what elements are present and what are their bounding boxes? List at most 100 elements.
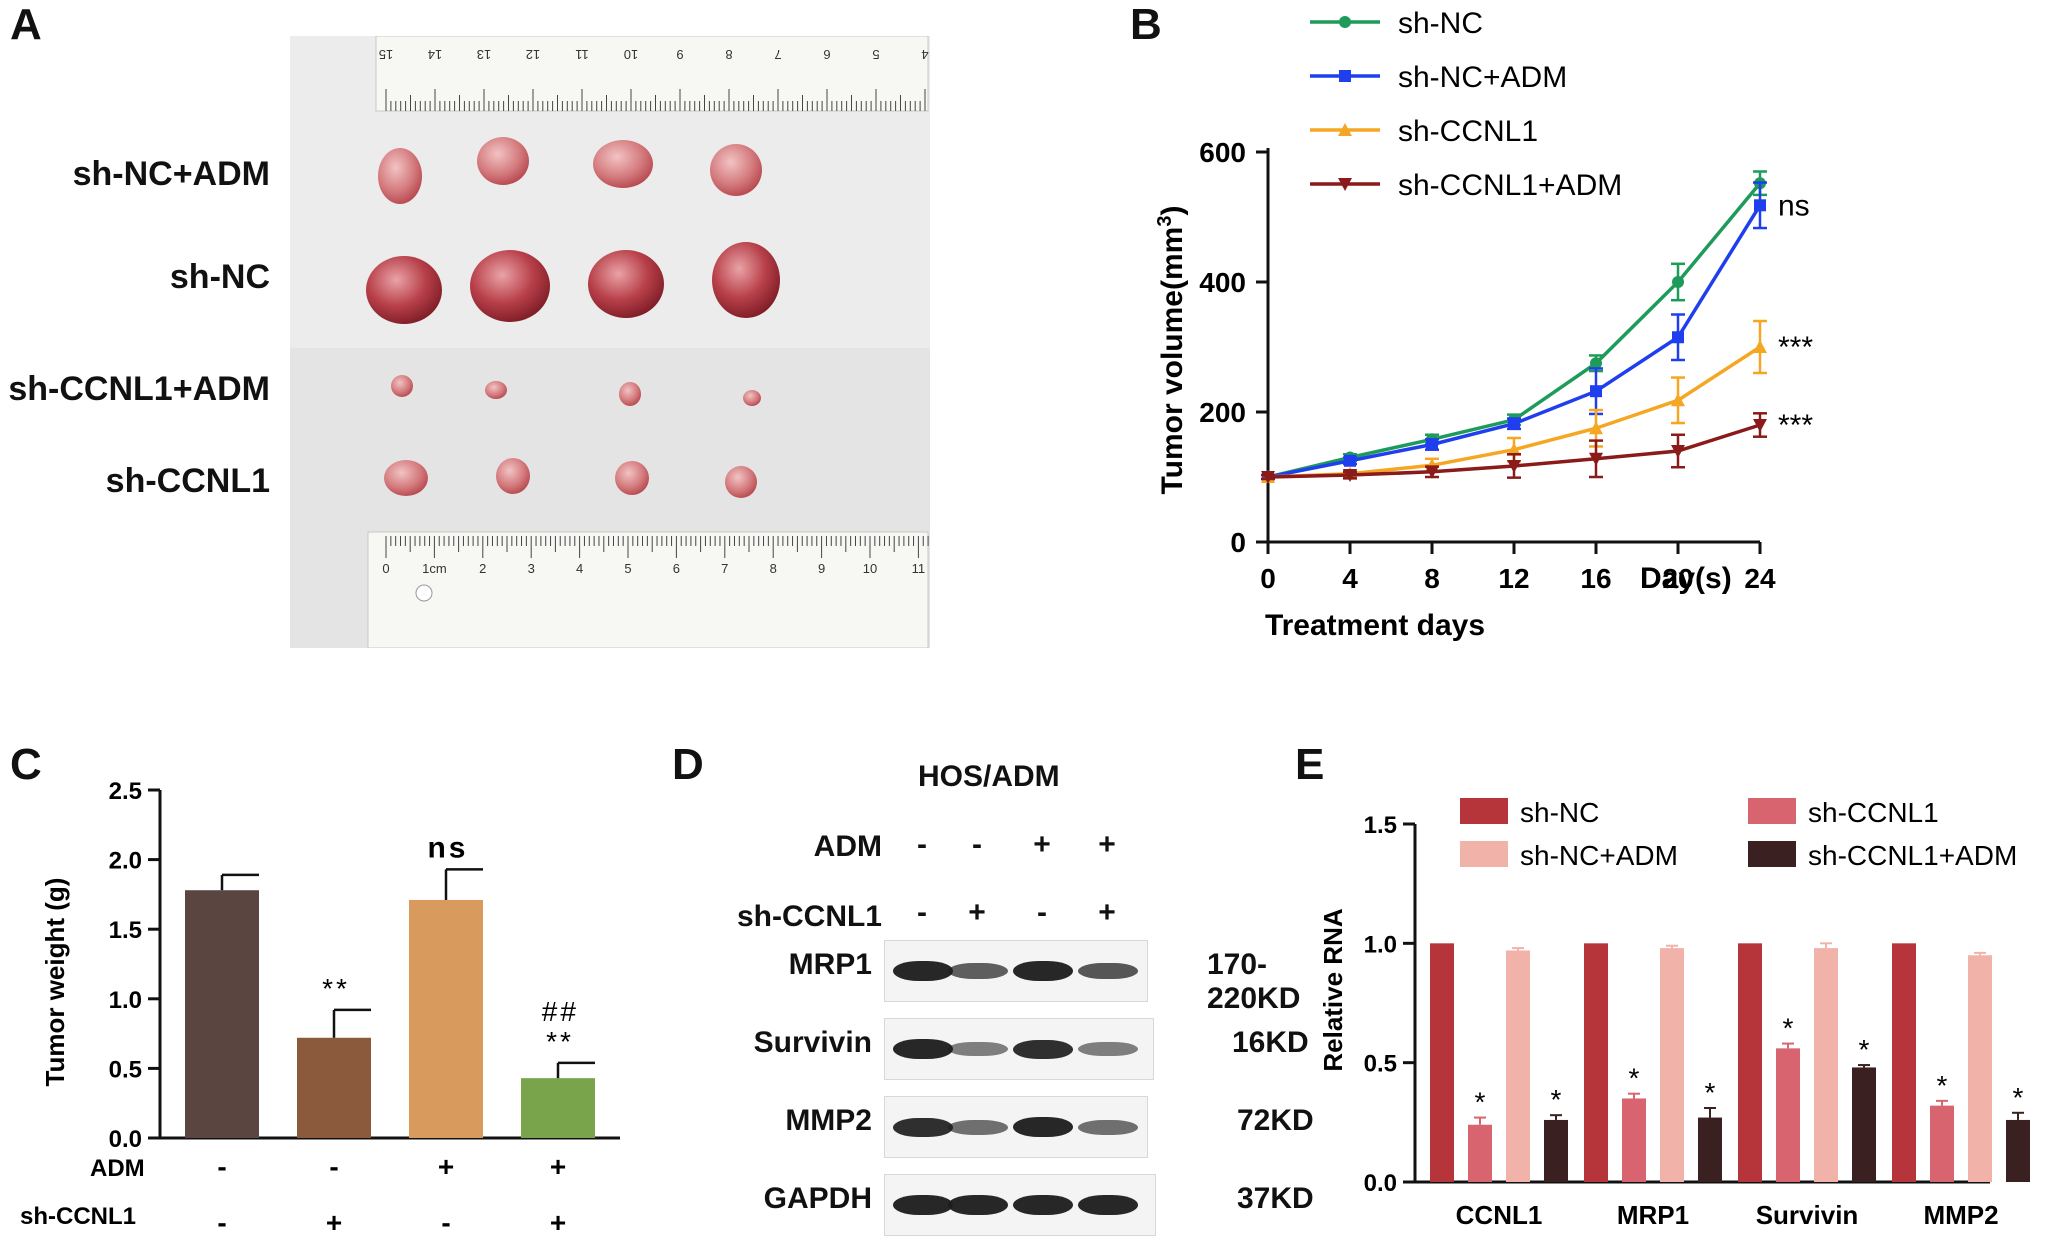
chart-b-point (1753, 340, 1767, 353)
chart-c-treatment-rows: ADM sh-CCNL1 - - - + + - + + (20, 1151, 566, 1238)
chart-e-bar (1544, 1119, 1568, 1182)
chart-b-point (1425, 465, 1439, 479)
chart-b-point (1671, 393, 1685, 407)
blot-size-label: 170-220KD (1207, 948, 1301, 1015)
blot-band (1078, 1042, 1138, 1056)
chart-e-star: * (1783, 1013, 1794, 1044)
chart-c-y-ticks: 0.0 0.5 1.0 1.5 2.0 2.5 (109, 778, 160, 1153)
chart-c-sh-ccnl1-sign: + (326, 1207, 342, 1238)
chart-e-y-tick-label: 0.5 (1364, 1051, 1397, 1078)
blot-band (893, 1195, 953, 1215)
chart-e-star: * (1705, 1077, 1716, 1108)
chart-c-adm-sign: - (217, 1151, 226, 1182)
chart-b-series-3 (1261, 412, 1767, 484)
ruler-bottom-label: 4 (576, 561, 583, 576)
chart-c-sh-ccnl1-sign: - (441, 1207, 450, 1238)
chart-b-legend-marker (1339, 70, 1351, 82)
chart-e-bar (1430, 943, 1454, 1182)
ruler-top-label: 5 (872, 47, 879, 62)
chart-e-bar (1660, 948, 1684, 1182)
chart-b-legend: sh-NC sh-NC+ADM sh-CCNL1 sh-CCNL1+ADM (1310, 7, 1622, 202)
blot-protein-label: Survivin (753, 1026, 872, 1059)
chart-e-bar (1968, 955, 1992, 1182)
chart-b-x-tick-label: 16 (1580, 563, 1611, 594)
chart-e-category-label: MRP1 (1617, 1200, 1689, 1230)
chart-c-adm-sign: + (438, 1151, 454, 1182)
ruler-top-label: 8 (725, 47, 732, 62)
chart-e-y-tick-label: 1.5 (1364, 812, 1397, 839)
blot-protein-label: GAPDH (763, 1182, 872, 1215)
chart-c-row-label-adm: ADM (90, 1155, 145, 1182)
chart-b-axes (1266, 148, 1760, 544)
blot-title: HOS/ADM (918, 760, 1060, 793)
chart-b-legend-marker (1338, 178, 1352, 191)
tumors-sh-nc-adm (378, 137, 762, 204)
blot-strip (884, 1018, 1154, 1080)
chart-e-legend-label: sh-NC (1520, 797, 1599, 828)
ruler-bottom-label: 8 (770, 561, 777, 576)
chart-b-y-tick-label: 200 (1199, 397, 1246, 428)
chart-e-legend-swatch (1460, 841, 1508, 867)
chart-e-legend-swatch (1748, 841, 1796, 867)
ruler-bottom-label: 2 (479, 561, 486, 576)
blot-sh-ccnl1-sign: - (1037, 896, 1047, 929)
blot-band (1078, 1119, 1138, 1135)
blot-sh-ccnl1-sign: + (1098, 896, 1116, 929)
blot-band (1013, 961, 1073, 981)
chart-c-y-tick-label: 2.5 (109, 778, 142, 805)
chart-c-annotation: ** (546, 1026, 574, 1057)
chart-b-point (1507, 442, 1521, 456)
chart-e-bar (1892, 943, 1916, 1182)
ruler-bottom-label: 10 (863, 561, 877, 576)
panel-d: HOS/ADM ADM sh-CCNL1 - - - + + - + + MRP1 170-22… (672, 740, 1314, 1251)
chart-e-category-label: MMP2 (1923, 1200, 1998, 1230)
chart-b-point (1753, 419, 1767, 432)
row-label-sh-ccnl1: sh-CCNL1 (105, 462, 270, 500)
chart-b-series-0 (1261, 170, 1767, 483)
tumors-sh-ccnl1 (384, 458, 757, 498)
blot-size-label: 16KD (1232, 1026, 1309, 1059)
chart-e-bar (1622, 1098, 1646, 1182)
row-label-sh-nc-adm: sh-NC+ADM (72, 155, 270, 193)
blot-sh-ccnl1-sign: + (968, 896, 986, 929)
chart-e-categories: CCNL1 MRP1 Survivin MMP2 (1456, 1200, 1999, 1230)
chart-b-x-tick-label: 4 (1342, 563, 1358, 594)
chart-c-bar (185, 890, 259, 1138)
ruler-bottom-label: 7 (721, 561, 728, 576)
chart-b-point (1590, 357, 1602, 370)
chart-b-line (1267, 204, 1762, 479)
ruler-top-label: 10 (624, 47, 638, 62)
chart-b-y-label: Tumor volume(mm3) (1154, 206, 1189, 495)
blot-strip (884, 940, 1148, 1002)
ruler-bottom-label: 5 (624, 561, 631, 576)
ruler-bottom-label: 11 (912, 561, 926, 576)
blot-strip (884, 1096, 1148, 1158)
blot-band (1013, 1039, 1073, 1059)
chart-e-bar (1852, 1067, 1876, 1182)
chart-b-y-label-main: Tumor volume(mm (1156, 227, 1189, 495)
chart-b-point (1671, 445, 1685, 458)
chart-c-annotation: ## (541, 996, 578, 1027)
chart-e-y-label: Relative RNA (1318, 908, 1348, 1071)
chart-b-y-tick-label: 0 (1230, 527, 1246, 558)
chart-b-x-tick-label: 8 (1424, 563, 1440, 594)
blot-sh-ccnl1-sign: - (917, 896, 927, 929)
chart-c-y-tick-label: 0.0 (109, 1126, 142, 1153)
chart-b-y-tick-label: 600 (1199, 137, 1246, 168)
chart-c-bar (297, 1037, 371, 1138)
blot-protein-label: MRP1 (788, 948, 872, 981)
chart-b-legend-label: sh-CCNL1+ADM (1398, 169, 1622, 202)
chart-c-row-label-sh-ccnl1: sh-CCNL1 (20, 1203, 136, 1230)
blot-band (893, 1117, 953, 1137)
chart-b-x-tick-label: 0 (1260, 563, 1276, 594)
chart-e-y-tick-label: 0.0 (1364, 1170, 1397, 1197)
row-label-sh-ccnl1-adm: sh-CCNL1+ADM (8, 370, 270, 408)
chart-b-annotations: ns *** *** (1778, 189, 1813, 442)
ruler-bottom: 0 1cm 2 3 4 5 6 7 8 9 10 11 (367, 531, 929, 648)
ruler-top: 15 14 13 12 11 10 9 8 7 6 5 4 (375, 36, 929, 112)
ruler-top-label: 11 (575, 47, 589, 62)
chart-c-adm-sign: - (329, 1151, 338, 1182)
blot-band (1013, 1195, 1073, 1215)
chart-c-annotation: ** (322, 973, 350, 1004)
